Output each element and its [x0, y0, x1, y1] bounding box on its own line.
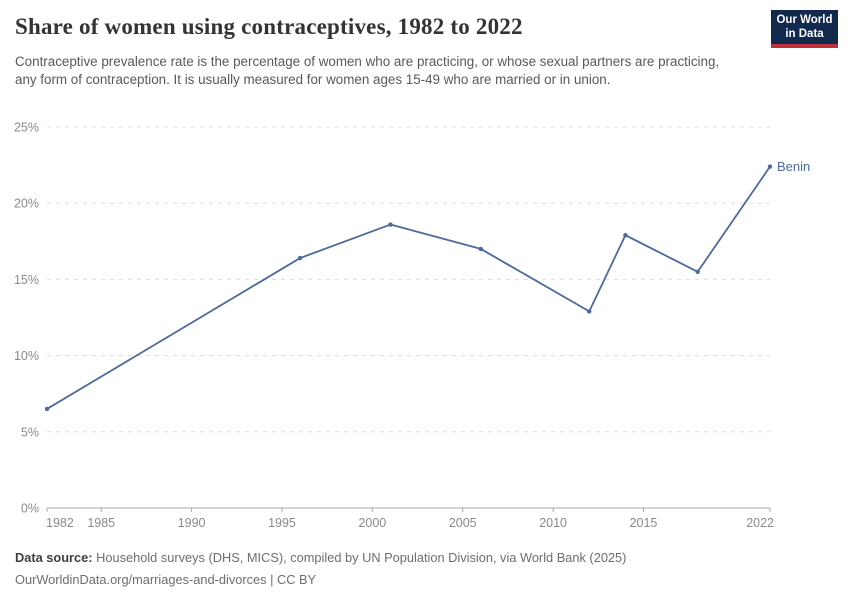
y-axis-tick-label: 5% — [21, 425, 39, 439]
owid-logo-line1: Our World — [776, 13, 833, 26]
series-label-benin[interactable]: Benin — [777, 159, 810, 174]
x-axis-tick-label: 2005 — [449, 516, 477, 530]
series-layer: Benin — [44, 159, 810, 412]
x-axis-tick-label: 2015 — [630, 516, 658, 530]
data-source-text: Household surveys (DHS, MICS), compiled … — [96, 550, 627, 565]
data-point-benin[interactable] — [623, 233, 628, 238]
chart-subtitle: Contraceptive prevalence rate is the per… — [15, 54, 720, 87]
y-axis-tick-label: 10% — [14, 349, 39, 363]
x-axis-tick-label: 1990 — [178, 516, 206, 530]
x-axis-tick-label: 1985 — [87, 516, 115, 530]
owid-logo[interactable]: Our World in Data — [771, 10, 838, 48]
x-axis-tick-label: 2000 — [358, 516, 386, 530]
y-axis-tick-label: 20% — [14, 197, 39, 211]
series-line-benin[interactable] — [46, 165, 771, 410]
x-axis-tick-label: 2022 — [746, 516, 774, 530]
citation-line[interactable]: OurWorldinData.org/marriages-and-divorce… — [15, 572, 317, 587]
data-point-benin[interactable] — [478, 246, 483, 252]
x-axis-tick-label: 1982 — [46, 516, 74, 530]
data-source-label: Data source: — [15, 550, 93, 565]
y-axis-tick-label: 25% — [14, 121, 39, 135]
x-axis-tick-label: 1995 — [268, 516, 296, 530]
gridlines — [47, 126, 770, 433]
data-point-benin[interactable] — [44, 406, 50, 412]
data-point-benin[interactable] — [587, 309, 592, 314]
y-axis-tick-label: 15% — [14, 273, 39, 287]
chart-footer: Data source: Household surveys (DHS, MIC… — [15, 547, 815, 591]
owid-logo-line2: in Data — [785, 28, 824, 40]
x-axis-tick-label: 2010 — [539, 516, 567, 530]
data-point-benin[interactable] — [767, 164, 773, 169]
y-axis-tick-label: 0% — [21, 502, 39, 516]
axes: 0% 5% 10% 15% 20% 25% 1982 1985 1990 1995 2000 2005… — [14, 121, 774, 531]
data-point-benin[interactable] — [297, 255, 303, 261]
data-point-benin[interactable] — [388, 222, 393, 227]
data-point-benin[interactable] — [695, 269, 700, 274]
data-source-line: Data source: Household surveys (DHS, MIC… — [15, 547, 815, 569]
chart-title: Share of women using contraceptives, 198… — [15, 14, 523, 39]
